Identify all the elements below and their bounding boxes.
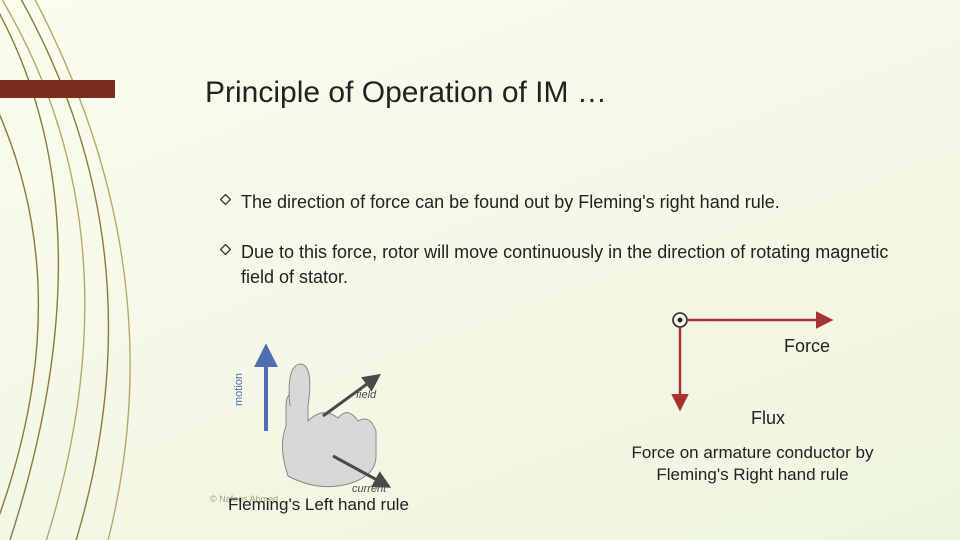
hand-icon xyxy=(282,364,376,487)
axis-label-motion: motion xyxy=(233,373,245,406)
bullet-text: Due to this force, rotor will move conti… xyxy=(241,240,900,289)
bullet-list: The direction of force can be found out … xyxy=(220,190,900,315)
bullet-item: Due to this force, rotor will move conti… xyxy=(220,240,900,289)
diamond-bullet-icon xyxy=(220,244,231,255)
current-out-icon xyxy=(673,313,687,327)
vector-caption: Force on armature conductor by Fleming's… xyxy=(630,442,875,486)
accent-bar xyxy=(0,80,115,98)
left-hand-caption: Fleming's Left hand rule xyxy=(228,495,409,515)
axis-label-field: field xyxy=(356,389,377,401)
bullet-text: The direction of force can be found out … xyxy=(241,190,780,214)
force-label: Force xyxy=(784,336,830,357)
diamond-bullet-icon xyxy=(220,194,231,205)
left-hand-figure: motion field current xyxy=(228,336,398,496)
axis-label-current: current xyxy=(352,483,387,495)
flux-label: Flux xyxy=(751,408,785,429)
bullet-item: The direction of force can be found out … xyxy=(220,190,900,214)
page-title: Principle of Operation of IM … xyxy=(205,76,607,110)
